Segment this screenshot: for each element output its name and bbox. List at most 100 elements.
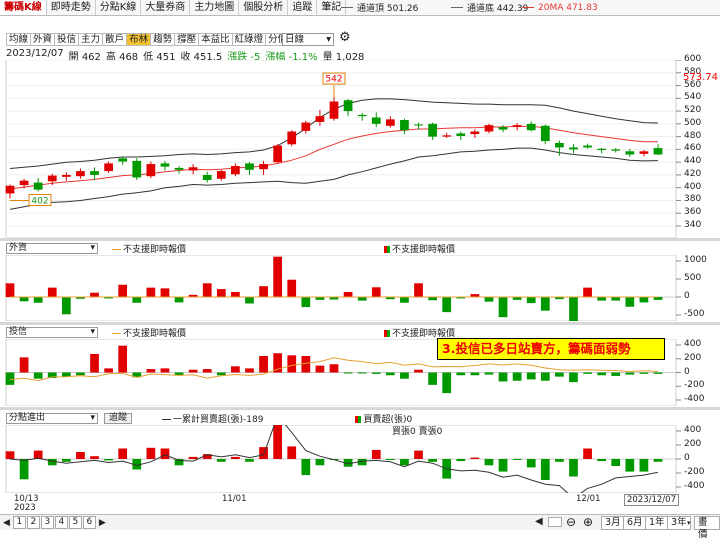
volume-bar <box>174 297 184 303</box>
volume-bar <box>371 287 381 297</box>
dark-line-icon <box>162 418 172 420</box>
tab-realtime[interactable]: 即時走勢 <box>47 0 96 15</box>
scroll-left-icon[interactable]: ◀ <box>535 516 543 527</box>
broker-panel-select[interactable]: 分點進出 ▾ <box>6 412 98 424</box>
candle-body <box>118 158 128 162</box>
candle-body <box>146 164 156 177</box>
y-tick-label: 520 <box>684 105 702 116</box>
candle-body <box>188 167 198 171</box>
volume-bar <box>569 372 578 383</box>
chevron-down-icon[interactable]: ▾ <box>687 519 691 527</box>
volume-bar <box>385 297 395 300</box>
page-button[interactable]: 5 <box>68 516 82 529</box>
volume-bar <box>259 447 268 459</box>
range-6m-button[interactable]: 6月 <box>623 516 647 530</box>
quote-change: 漲跌 -5 <box>227 52 261 63</box>
period-select[interactable]: 日線 ▾ <box>282 33 334 46</box>
chevron-left-icon[interactable]: ◀ <box>3 517 10 528</box>
tool-main-force[interactable]: 主力 <box>78 33 104 46</box>
y-tick-label: 0 <box>684 453 690 463</box>
y-tick-label: 0 <box>684 291 690 301</box>
tool-retail[interactable]: 散戶 <box>102 33 128 46</box>
volume-bar <box>555 372 564 377</box>
volume-bar <box>33 297 43 303</box>
red-bar-icon <box>355 415 359 423</box>
volume-bar <box>202 454 212 459</box>
volume-bar <box>47 459 57 466</box>
candle-body <box>470 131 480 135</box>
candle-body <box>442 135 452 137</box>
foreign-panel-select[interactable]: 外資 ▾ <box>6 242 98 254</box>
volume-bar <box>329 297 339 300</box>
volume-bar <box>526 297 536 304</box>
panel-divider <box>0 407 720 410</box>
volume-bar <box>245 368 254 373</box>
trust-panel-select[interactable]: 投信 ▾ <box>6 326 98 338</box>
volume-bar <box>400 372 409 379</box>
volume-bar <box>385 459 395 460</box>
quote-bar: 2023/12/07 開 462 高 468 低 451 收 451.5 漲跌 … <box>6 48 364 63</box>
panel-divider <box>0 238 720 241</box>
foreign-chart[interactable] <box>0 255 720 321</box>
candle-body <box>611 149 621 151</box>
volume-bar <box>442 297 452 313</box>
page-button[interactable]: 6 <box>82 516 96 529</box>
tool-trust[interactable]: 投信 <box>54 33 80 46</box>
candle-body <box>301 122 311 131</box>
range-1y-button[interactable]: 1年 <box>645 516 669 530</box>
volume-bar <box>400 297 409 303</box>
tab-branch-kline[interactable]: 分點K線 <box>96 0 142 15</box>
tab-main-force-map[interactable]: 主力地圖 <box>190 0 240 15</box>
tab-large-brokers[interactable]: 大量券商 <box>141 0 191 15</box>
volume-bar <box>583 287 592 297</box>
legend-ma20-label: 20MA 471.83 <box>538 2 598 13</box>
tool-traffic-light[interactable]: 紅綠燈 <box>231 33 267 46</box>
y-tick-label: 460 <box>684 143 702 154</box>
scroll-thumb[interactable] <box>548 517 562 527</box>
volume-bar <box>470 294 480 297</box>
volume-bar <box>639 297 649 303</box>
tool-pe-ratio[interactable]: 本益比 <box>198 33 233 46</box>
volume-bar <box>329 364 339 373</box>
candle-body <box>625 151 635 155</box>
chevron-right-icon[interactable]: ▶ <box>98 517 106 528</box>
y-tick-label: 480 <box>684 130 702 141</box>
zoom-in-icon[interactable]: ⊕ <box>583 515 594 529</box>
tool-trend[interactable]: 趨勢 <box>150 33 176 46</box>
broker-legend-c: 買張0 賣張0 <box>392 427 443 437</box>
candle-body <box>287 131 297 145</box>
tab-stock-analysis[interactable]: 個股分析 <box>239 0 289 15</box>
gear-icon[interactable]: ⚙ <box>339 30 351 45</box>
trust-chart[interactable] <box>0 339 720 406</box>
tool-moving-average[interactable]: 均線 <box>6 33 32 46</box>
candle-body <box>174 167 184 170</box>
volume-bar <box>639 459 649 472</box>
candle-body <box>653 148 663 155</box>
page-button[interactable]: 2 <box>26 516 40 529</box>
page-button[interactable]: 3 <box>40 516 54 529</box>
volume-bar <box>428 297 437 301</box>
candle-body <box>160 163 170 167</box>
volume-bar <box>498 297 508 318</box>
tab-track[interactable]: 追蹤 <box>288 0 318 15</box>
zoom-out-icon[interactable]: ⊖ <box>566 515 577 529</box>
page-button[interactable]: 4 <box>54 516 68 529</box>
track-button[interactable]: 追蹤 <box>104 412 133 424</box>
draw-price-button[interactable]: 畫價 <box>694 516 720 540</box>
foreign-legend-b: 不支援即時報價 <box>384 242 455 255</box>
volume-bar <box>231 456 240 459</box>
price-chart[interactable]: 542 402 <box>0 60 720 238</box>
broker-chart[interactable] <box>0 425 720 493</box>
tab-chip-kline[interactable]: 籌碼K線 <box>0 0 47 15</box>
page-button[interactable]: 1 <box>12 516 26 529</box>
volume-bar <box>456 459 466 462</box>
tool-foreign[interactable]: 外資 <box>30 33 56 46</box>
volume-bar <box>146 369 156 373</box>
tool-support-resistance[interactable]: 撐壓 <box>174 33 200 46</box>
volume-bar <box>555 297 564 300</box>
y-tick-label: 540 <box>684 92 702 103</box>
volume-bar <box>132 297 142 303</box>
tool-bollinger[interactable]: 布林 <box>126 33 152 46</box>
range-3m-button[interactable]: 3月 <box>601 516 625 530</box>
candle-body <box>202 174 212 181</box>
